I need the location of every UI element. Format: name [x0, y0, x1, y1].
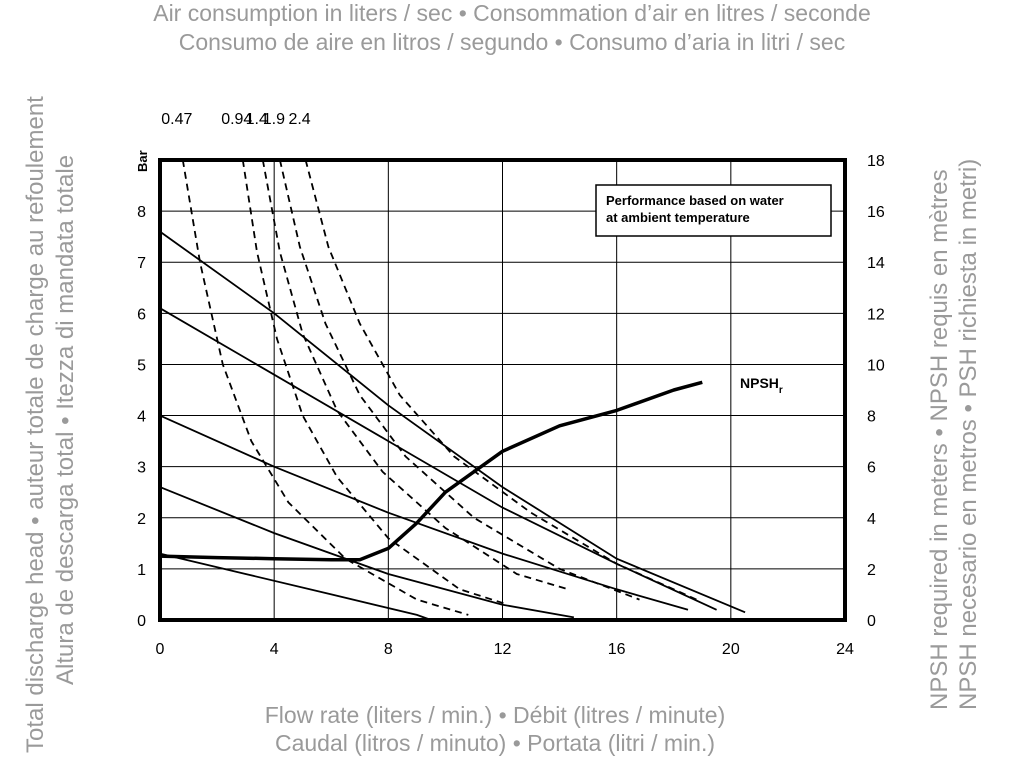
y-tick-label: 1	[137, 562, 146, 579]
y2-tick-labels: 0 2 4 6 8 10 12 14 16 18	[867, 153, 885, 630]
air-consumption-curve	[181, 159, 469, 616]
y-tick-label: 5	[137, 357, 146, 374]
air-consumption-label: 1.9	[263, 111, 285, 128]
plot-frame	[158, 158, 847, 622]
head-curve	[159, 414, 689, 611]
y-tick-labels: 0 1 2 3 4 5 6 7 8	[137, 204, 146, 630]
air-consumption-label: 0.94	[221, 111, 252, 128]
head-curve	[159, 230, 746, 614]
x-tick-label: 4	[270, 641, 279, 658]
y-tick-label: 7	[137, 255, 146, 272]
x-axis-label-line2: Caudal (litros / minuto) • Portata (litr…	[274, 730, 716, 756]
air-consumption-curves	[181, 159, 697, 616]
air-consumption-curve	[279, 159, 640, 601]
y2-tick-label: 16	[867, 204, 885, 221]
chart-title-line2: Consumo de aire en litros / segundo • Co…	[178, 29, 846, 55]
x-axis-label-line1: Flow rate (liters / min.) • Débit (litre…	[264, 702, 726, 728]
x-tick-label: 8	[384, 641, 393, 658]
x-tick-labels: 0 4 8 12 16 20 24	[156, 641, 854, 658]
y2-tick-label: 18	[867, 153, 885, 170]
y2-tick-label: 8	[867, 409, 876, 426]
annotation-line2: at ambient temperature	[606, 210, 750, 225]
x-tick-label: 12	[494, 641, 512, 658]
air-consumption-curve	[261, 159, 569, 591]
air-consumption-label: 1.4	[246, 111, 268, 128]
y2-tick-label: 14	[867, 255, 885, 272]
npsh-curve	[159, 380, 703, 562]
y-tick-label: 2	[137, 511, 146, 528]
air-consumption-labels: 0.47 0.941.41.9 2.4	[161, 111, 311, 128]
annotation-box: Performance based on water at ambient te…	[595, 184, 832, 237]
head-curves	[159, 230, 746, 621]
y2-tick-label: 2	[867, 562, 876, 579]
y2-tick-label: 0	[867, 613, 876, 630]
y-tick-label: 8	[137, 204, 146, 221]
air-consumption-label: 2.4	[288, 111, 310, 128]
unit-label-bar: Bar	[135, 150, 150, 172]
head-curve	[159, 552, 432, 621]
y2-tick-label: 6	[867, 460, 876, 477]
npsh-label: NPSHr	[740, 375, 783, 396]
air-consumption-label: 0.47	[161, 111, 192, 128]
head-curve	[159, 307, 717, 611]
y2-tick-label: 12	[867, 306, 885, 323]
y-tick-label: 4	[137, 409, 146, 426]
y-tick-label: 3	[137, 460, 146, 477]
air-consumption-curve	[241, 159, 509, 606]
y2-tick-label: 10	[867, 357, 885, 374]
npsh-curve-group	[159, 380, 703, 562]
annotation-line1: Performance based on water	[606, 193, 784, 208]
x-tick-label: 20	[722, 641, 740, 658]
x-tick-label: 0	[156, 641, 165, 658]
y-tick-label: 6	[137, 306, 146, 323]
chart-title-line1: Air consumption in liters / sec • Consom…	[153, 0, 871, 26]
x-tick-label: 24	[836, 641, 854, 658]
y2-tick-label: 4	[867, 511, 876, 528]
x-tick-label: 16	[608, 641, 626, 658]
head-curve	[159, 486, 575, 619]
y-tick-label: 0	[137, 613, 146, 630]
